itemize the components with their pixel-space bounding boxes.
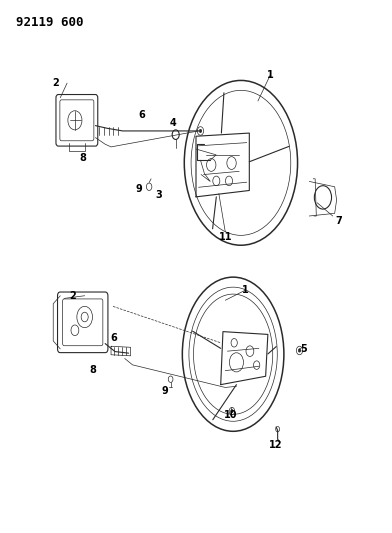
Text: 5: 5 [300, 344, 307, 354]
Text: 11: 11 [219, 232, 232, 243]
Circle shape [199, 130, 201, 133]
Text: 8: 8 [79, 152, 86, 163]
Text: 1: 1 [267, 70, 274, 80]
Text: 2: 2 [52, 78, 59, 88]
Text: 2: 2 [70, 290, 76, 301]
Circle shape [298, 349, 301, 352]
Text: 3: 3 [156, 190, 162, 200]
Text: 6: 6 [138, 110, 145, 120]
Text: 10: 10 [224, 410, 238, 421]
Text: 8: 8 [89, 365, 96, 375]
Text: 12: 12 [269, 440, 283, 450]
Text: 6: 6 [111, 333, 117, 343]
Text: 92119 600: 92119 600 [16, 15, 84, 29]
Text: 7: 7 [335, 216, 342, 227]
Text: 1: 1 [241, 286, 248, 295]
Text: 9: 9 [136, 184, 143, 195]
Circle shape [231, 409, 233, 413]
Text: 4: 4 [169, 118, 176, 128]
Text: 9: 9 [162, 386, 168, 397]
